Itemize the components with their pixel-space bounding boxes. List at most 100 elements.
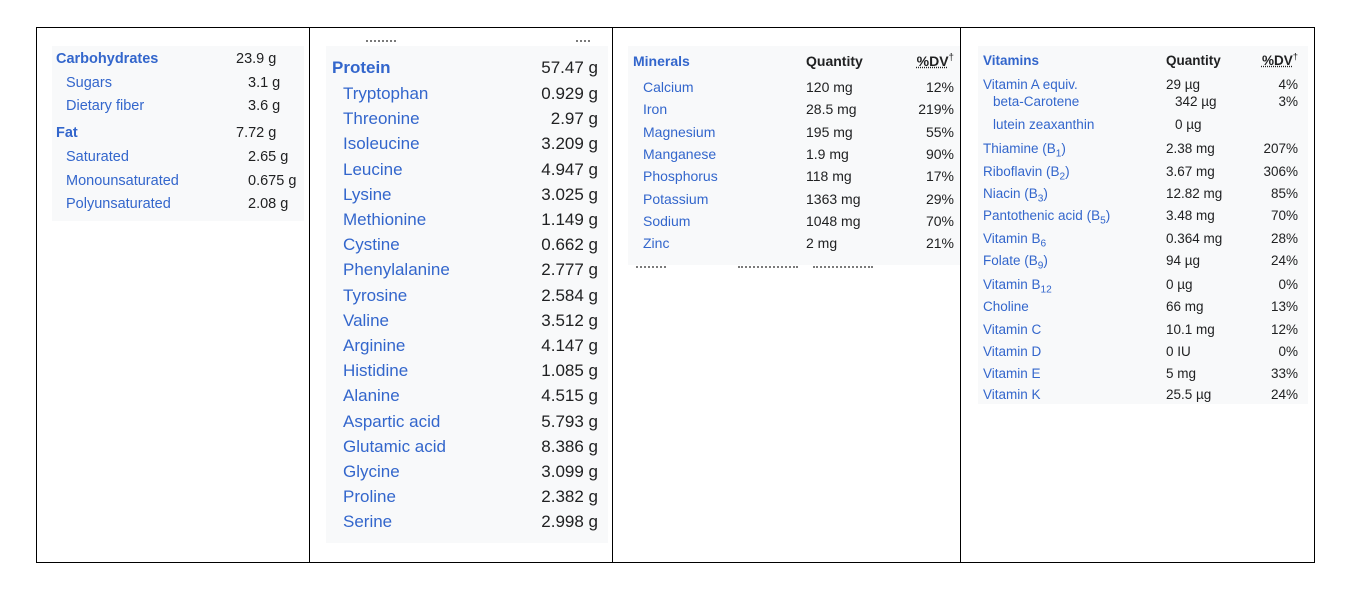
riboflavin-b2-dv: 306% — [1263, 164, 1298, 179]
vitamin-subscript: 9 — [1037, 260, 1044, 272]
vitamin-e-link[interactable]: Vitamin E — [983, 366, 1041, 381]
threonine-link[interactable]: Threonine — [343, 109, 420, 129]
dietary-fiber-link[interactable]: Dietary fiber — [66, 98, 145, 114]
clipped-row-fragment — [366, 40, 396, 46]
table-row: Phenylalanine 2.777 g — [326, 260, 608, 285]
dv-header[interactable]: %DV† — [917, 53, 954, 69]
vitamin-name-text[interactable]: Riboflavin (B — [983, 164, 1060, 179]
vitamin-name-text[interactable]: Vitamin B — [983, 277, 1041, 292]
leucine-link[interactable]: Leucine — [343, 159, 403, 179]
dv-label[interactable]: %DV — [1261, 53, 1293, 68]
fat-link[interactable]: Fat — [56, 125, 78, 141]
iron-quantity: 28.5 mg — [806, 101, 857, 118]
vitamin-name-tail[interactable]: ) — [1043, 186, 1048, 201]
pantothenic-acid-b5-dv: 70% — [1270, 208, 1298, 223]
vitamin-d-link[interactable]: Vitamin D — [983, 344, 1041, 359]
potassium-link[interactable]: Potassium — [643, 190, 709, 207]
dagger-mark: † — [948, 52, 954, 64]
alanine-link[interactable]: Alanine — [343, 386, 400, 406]
vitamin-b6-link[interactable]: Vitamin B6 — [983, 231, 1046, 249]
vitamin-c-link[interactable]: Vitamin C — [983, 322, 1041, 337]
clipped-row-fragment — [636, 266, 666, 272]
table-row: Tryptophan 0.929 g — [326, 84, 608, 109]
calcium-link[interactable]: Calcium — [643, 79, 694, 95]
table-row: Vitamin B6 0.364 mg 28% — [978, 231, 1308, 253]
saturated-link[interactable]: Saturated — [66, 149, 129, 165]
vitamin-name-text[interactable]: Pantothenic acid (B — [983, 208, 1101, 223]
vitamin-name-tail[interactable]: ) — [1105, 208, 1111, 223]
magnesium-link[interactable]: Magnesium — [643, 123, 716, 140]
monounsaturated-link[interactable]: Monounsaturated — [66, 173, 179, 189]
protein-link[interactable]: Protein — [332, 58, 391, 77]
niacin-b3-link[interactable]: Niacin (B3) — [983, 186, 1048, 204]
isoleucine-link[interactable]: Isoleucine — [343, 134, 420, 154]
folate-b9-link[interactable]: Folate (B9) — [983, 253, 1048, 271]
polyunsaturated-link[interactable]: Polyunsaturated — [66, 196, 171, 212]
dv-header[interactable]: %DV† — [1261, 52, 1298, 68]
lutein-zeaxanthin-link[interactable]: lutein zeaxanthin — [993, 117, 1094, 132]
manganese-link[interactable]: Manganese — [643, 145, 717, 162]
cystine-link[interactable]: Cystine — [343, 235, 400, 255]
proline-link[interactable]: Proline — [343, 487, 396, 507]
dv-label[interactable]: %DV — [916, 53, 949, 69]
vitamin-a-equiv-link[interactable]: Vitamin A equiv. — [983, 77, 1078, 92]
zinc-link[interactable]: Zinc — [643, 235, 670, 252]
histidine-value: 1.085 g — [541, 361, 598, 381]
vitamin-name-text[interactable]: Vitamin A equiv. — [983, 77, 1078, 92]
vitamin-name-text[interactable]: Niacin (B — [983, 186, 1038, 201]
lysine-link[interactable]: Lysine — [343, 184, 392, 204]
vitamin-name-text[interactable]: beta-Carotene — [993, 94, 1080, 109]
sodium-link[interactable]: Sodium — [643, 212, 691, 229]
valine-link[interactable]: Valine — [343, 310, 389, 330]
tyrosine-link[interactable]: Tyrosine — [343, 285, 408, 305]
table-row: Monounsaturated 0.675 g — [52, 173, 304, 197]
glutamic-acid-link[interactable]: Glutamic acid — [343, 436, 446, 456]
vitamin-name-text[interactable]: Choline — [983, 299, 1029, 314]
vitamin-name-tail[interactable]: ) — [1065, 164, 1070, 179]
pantothenic-acid-b5-link[interactable]: Pantothenic acid (B5) — [983, 208, 1111, 226]
vitamin-name-tail[interactable]: ) — [1043, 253, 1048, 268]
carbohydrates-link[interactable]: Carbohydrates — [56, 51, 159, 67]
vitamin-name-text[interactable]: Vitamin K — [983, 387, 1041, 402]
vitamins-link[interactable]: Vitamins — [983, 53, 1040, 68]
vitamin-d-quantity: 0 IU — [1166, 344, 1191, 359]
vitamin-name-text[interactable]: Folate (B — [983, 253, 1038, 268]
minerals-link[interactable]: Minerals — [633, 53, 690, 69]
phenylalanine-link[interactable]: Phenylalanine — [343, 260, 450, 280]
thiamine-b1-dv: 207% — [1263, 141, 1298, 156]
vitamin-b12-link[interactable]: Vitamin B12 — [983, 277, 1052, 295]
vitamin-name-text[interactable]: Vitamin E — [983, 366, 1041, 381]
choline-link[interactable]: Choline — [983, 299, 1029, 314]
glycine-link[interactable]: Glycine — [343, 462, 400, 481]
vitamin-e-quantity: 5 mg — [1166, 366, 1197, 381]
histidine-link[interactable]: Histidine — [343, 361, 409, 381]
phosphorus-dv: 17% — [925, 168, 954, 185]
table-row: Choline 66 mg 13% — [978, 299, 1308, 321]
vitamin-name-text[interactable]: Vitamin B — [983, 231, 1041, 246]
table-row: Dietary fiber 3.6 g — [52, 98, 304, 122]
aspartic-acid-link[interactable]: Aspartic acid — [343, 411, 441, 431]
vitamin-name-text[interactable]: Vitamin C — [983, 322, 1042, 337]
vitamin-name-text[interactable]: Vitamin D — [983, 344, 1042, 359]
table-row: Histidine 1.085 g — [326, 361, 608, 386]
methionine-link[interactable]: Methionine — [343, 210, 427, 229]
vitamin-name-text[interactable]: Thiamine (B — [983, 141, 1056, 156]
tryptophan-link[interactable]: Tryptophan — [343, 84, 429, 103]
sugars-link[interactable]: Sugars — [66, 75, 112, 91]
vitamin-k-link[interactable]: Vitamin K — [983, 387, 1041, 402]
proline-value: 2.382 g — [541, 487, 598, 507]
phosphorus-link[interactable]: Phosphorus — [643, 168, 718, 185]
table-row: Thiamine (B1) 2.38 mg 207% — [978, 141, 1308, 163]
thiamine-b1-link[interactable]: Thiamine (B1) — [983, 141, 1066, 159]
vitamin-name-text[interactable]: lutein zeaxanthin — [993, 117, 1095, 132]
beta-carotene-link[interactable]: beta-Carotene — [993, 94, 1079, 109]
manganese-quantity: 1.9 mg — [806, 145, 849, 162]
riboflavin-b2-link[interactable]: Riboflavin (B2) — [983, 164, 1070, 182]
iron-link[interactable]: Iron — [643, 101, 668, 118]
alanine-value: 4.515 g — [541, 386, 598, 406]
niacin-b3-dv: 85% — [1270, 186, 1298, 201]
arginine-link[interactable]: Arginine — [343, 336, 406, 355]
sugars-value: 3.1 g — [248, 75, 281, 91]
serine-link[interactable]: Serine — [343, 512, 393, 532]
vitamin-name-tail[interactable]: ) — [1061, 141, 1066, 156]
